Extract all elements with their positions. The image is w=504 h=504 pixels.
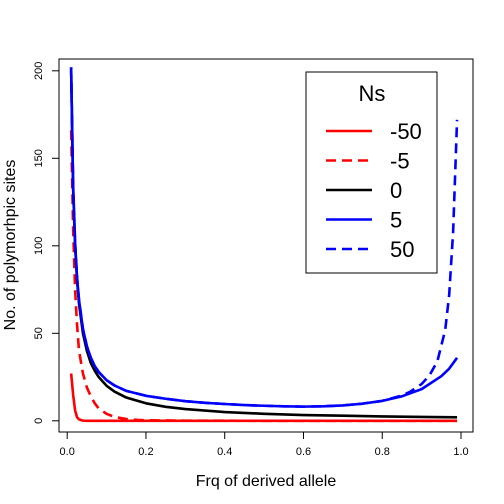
y-tick-label: 50 [33,327,45,339]
x-tick-label: 0.4 [217,446,232,458]
curves [69,67,459,423]
x-tick-label: 1.0 [453,446,468,458]
x-tick-label: 0.2 [138,446,153,458]
legend-label: 0 [390,178,402,203]
legend-label: -5 [390,149,410,174]
x-axis-title: Frq of derived allele [196,473,337,490]
series-line--5 [69,130,458,423]
y-tick-label: 0 [33,418,45,424]
y-tick-label: 150 [33,149,45,167]
y-tick-label: 200 [33,62,45,80]
y-axis-title: No. of polymorhpic sites [2,160,19,331]
legend-label: -50 [390,119,422,144]
x-axis: 0.0 0.2 0.4 0.6 0.8 1.0 [60,431,469,458]
legend-label: 5 [390,208,402,233]
series-line-5 [69,67,459,408]
y-tick-label: 100 [33,237,45,255]
legend-label: 50 [390,237,414,262]
x-tick-label: 0.0 [60,446,75,458]
y-axis: 0 50 100 150 200 [33,62,60,424]
legend-box [305,71,438,274]
x-tick-label: 0.6 [296,446,311,458]
legend-title: Ns [359,81,386,106]
x-tick-label: 0.8 [375,446,390,458]
